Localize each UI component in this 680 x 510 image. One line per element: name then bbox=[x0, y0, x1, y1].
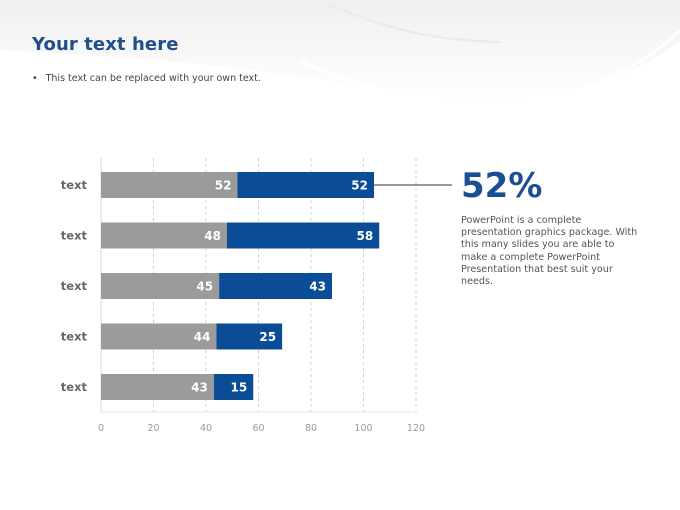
data-label: 44 bbox=[194, 330, 211, 344]
data-label: 48 bbox=[204, 229, 221, 243]
slide-title: Your text here bbox=[32, 34, 179, 55]
data-label: 58 bbox=[357, 229, 374, 243]
description-text: PowerPoint is a complete presentation gr… bbox=[461, 215, 638, 288]
data-label: 15 bbox=[231, 381, 248, 395]
category-label: text bbox=[61, 229, 88, 243]
data-label: 43 bbox=[309, 280, 326, 294]
data-label: 52 bbox=[215, 179, 232, 193]
data-label: 52 bbox=[351, 179, 368, 193]
bar-segment-2 bbox=[213, 374, 254, 400]
bullet-icon: • bbox=[32, 73, 38, 84]
x-tick-label: 60 bbox=[252, 423, 264, 434]
category-label: text bbox=[61, 330, 88, 344]
bar-segment-1 bbox=[101, 273, 220, 299]
highlight-value: 52% bbox=[461, 166, 543, 206]
x-tick-label: 0 bbox=[98, 423, 104, 434]
bar-segment-1 bbox=[101, 172, 238, 198]
bar-segment-2 bbox=[237, 172, 374, 198]
data-label: 25 bbox=[259, 330, 276, 344]
bar-segment-2 bbox=[216, 323, 283, 350]
x-tick-label: 80 bbox=[305, 423, 317, 434]
category-label: text bbox=[61, 178, 88, 192]
x-tick-label: 120 bbox=[407, 423, 425, 434]
bullet-label: This text can be replaced with your own … bbox=[45, 73, 261, 84]
category-label: text bbox=[61, 380, 88, 394]
bar-segment-2 bbox=[227, 222, 380, 249]
data-label: 43 bbox=[191, 381, 208, 395]
x-tick-label: 40 bbox=[200, 423, 212, 434]
bar-segment-1 bbox=[101, 222, 227, 249]
bar-segment-1 bbox=[101, 374, 214, 400]
bullet-text: • This text can be replaced with your own… bbox=[32, 73, 261, 84]
data-label: 45 bbox=[196, 280, 213, 294]
category-label: text bbox=[61, 279, 88, 293]
x-tick-label: 20 bbox=[147, 423, 159, 434]
x-tick-label: 100 bbox=[354, 423, 372, 434]
bar-segment-1 bbox=[101, 323, 217, 350]
bar-segment-2 bbox=[219, 273, 332, 299]
